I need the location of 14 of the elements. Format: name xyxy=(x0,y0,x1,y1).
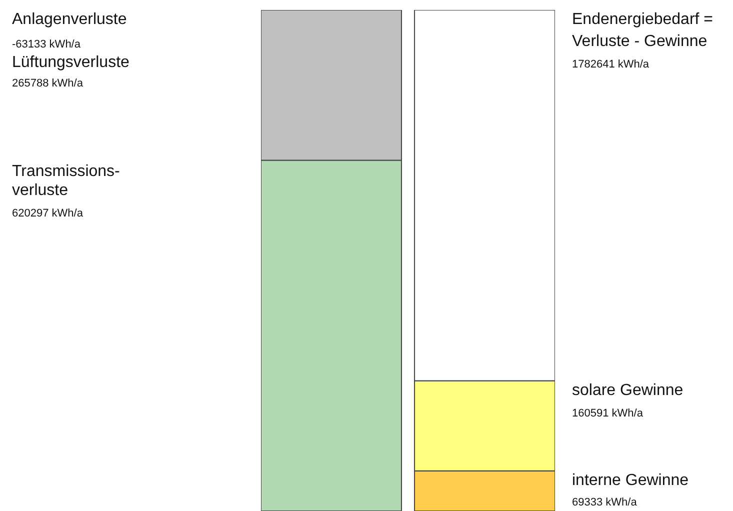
text: verluste xyxy=(12,182,68,199)
text: Verluste - Gewinne xyxy=(572,33,708,50)
text: Lüftungsverluste xyxy=(12,54,130,71)
text: interne Gewinne xyxy=(572,472,689,489)
text: 265788 kWh/a xyxy=(12,78,83,90)
text: 160591 kWh/a xyxy=(572,408,643,420)
text: 620297 kWh/a xyxy=(12,208,83,220)
text: solare Gewinne xyxy=(572,382,684,399)
text: Transmissions- xyxy=(12,163,120,180)
text: 1782641 kWh/a xyxy=(572,58,650,70)
text: -63133 kWh/a xyxy=(12,38,80,50)
text: Anlagenverluste xyxy=(12,11,127,28)
text: Endenergiebedarf = xyxy=(572,11,713,28)
text: 69333 kWh/a xyxy=(572,496,637,508)
